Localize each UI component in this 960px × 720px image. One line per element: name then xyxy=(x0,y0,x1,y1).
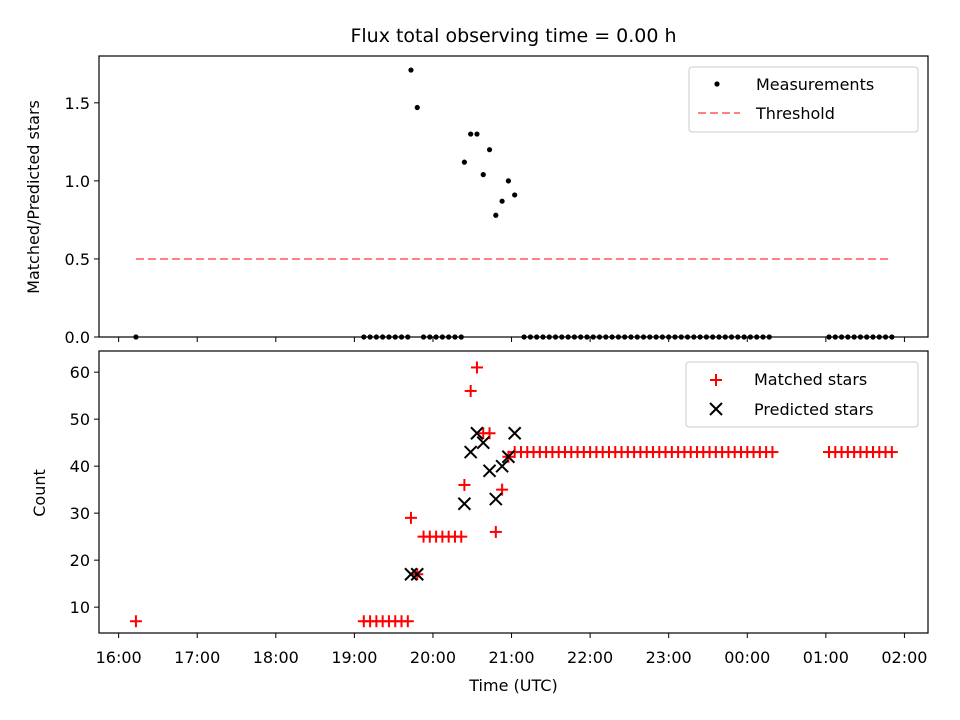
top-y-tick-label: 0.0 xyxy=(65,328,90,347)
top-y-tick-label: 0.5 xyxy=(65,250,90,269)
bottom-axes: 10 20 30 40 50 60 16:00 17:00 18:00 19:00 20:00 21:… xyxy=(70,350,929,667)
matched-star-point xyxy=(470,361,483,374)
top-axes: 0.0 0.5 1.0 1.5 xyxy=(65,55,929,347)
bottom-y-tick-label: 60 xyxy=(70,363,90,382)
measurement-point xyxy=(512,192,518,198)
predicted-star-point xyxy=(495,459,509,473)
bottom-legend-box xyxy=(685,361,919,428)
bottom-y-tick-label: 40 xyxy=(70,457,90,476)
x-tick-label: 16:00 xyxy=(96,648,142,667)
x-tick-label: 01:00 xyxy=(803,648,849,667)
top-axes-frame xyxy=(98,55,929,338)
x-tick-label: 23:00 xyxy=(646,648,692,667)
measurement-point xyxy=(468,131,474,137)
predicted-star-point xyxy=(476,435,490,450)
measurement-point xyxy=(408,67,414,73)
matched-star-point xyxy=(129,615,142,628)
x-axis-label: Time (UTC) xyxy=(468,676,557,695)
predicted-star-point xyxy=(410,567,424,581)
x-tick-label: 17:00 xyxy=(174,648,220,667)
bottom-y-axis-label: Count xyxy=(30,469,49,517)
measurement-point xyxy=(493,212,499,218)
x-tick-label: 00:00 xyxy=(724,648,770,667)
matched-star-point xyxy=(458,478,471,491)
bottom-y-tick-label: 20 xyxy=(70,551,90,570)
predicted-star-point xyxy=(404,567,418,581)
top-subplot: Flux total observing time = 0.00 h 0.00.… xyxy=(24,25,929,347)
measurement-point xyxy=(414,104,420,111)
bottom-y-tick-label: 50 xyxy=(70,410,90,429)
bottom-y-tick-label: 10 xyxy=(70,598,90,617)
chart-title: Flux total observing time = 0.00 h xyxy=(350,25,676,47)
matched-star-point xyxy=(404,511,417,524)
predicted-star-point xyxy=(470,426,484,440)
bottom-y-tick-label: 30 xyxy=(70,504,90,523)
top-y-axis-label: Matched/Predicted stars xyxy=(24,100,43,294)
measurement-point xyxy=(474,131,480,137)
legend-matched-label: Matched stars xyxy=(754,370,867,389)
predicted-star-point xyxy=(482,464,497,478)
measurement-point xyxy=(486,147,493,153)
bottom-plot-area xyxy=(129,361,898,628)
x-tick-label: 02:00 xyxy=(881,648,927,667)
top-y-tick-label: 1.0 xyxy=(65,172,90,191)
x-tick-label: 22:00 xyxy=(567,648,613,667)
predicted-star-point xyxy=(489,492,503,506)
legend-matched-marker xyxy=(710,374,722,386)
measurement-point xyxy=(461,159,467,165)
matched-star-point xyxy=(401,615,414,628)
x-tick-label: 20:00 xyxy=(410,648,456,667)
predicted-star-point xyxy=(457,497,472,511)
measurement-point xyxy=(499,198,505,204)
bottom-subplot: 10 20 30 40 50 60 16:00 17:00 18:00 19:00 20:00 21:… xyxy=(30,350,929,695)
x-tick-label: 19:00 xyxy=(331,648,377,667)
legend-predicted-marker xyxy=(709,402,723,416)
bottom-legend: Matched stars Predicted stars xyxy=(685,361,919,428)
matched-star-point xyxy=(464,384,477,397)
legend-measurements-label: Measurements xyxy=(756,75,874,94)
top-legend-box xyxy=(688,66,919,133)
legend-predicted-label: Predicted stars xyxy=(754,400,874,419)
legend-measurements-marker xyxy=(714,81,720,87)
bottom-axes-frame xyxy=(98,350,929,634)
legend-threshold-label: Threshold xyxy=(755,104,835,123)
matched-star-point xyxy=(489,525,502,538)
matched-star-point xyxy=(766,446,779,459)
measurement-point xyxy=(480,172,486,178)
x-tick-label: 21:00 xyxy=(488,648,534,667)
matched-star-point xyxy=(455,530,468,543)
top-legend: Measurements Threshold xyxy=(688,66,919,133)
predicted-star-point xyxy=(501,450,516,464)
measurement-point xyxy=(505,178,511,184)
x-tick-label: 18:00 xyxy=(253,648,299,667)
predicted-star-point xyxy=(463,445,478,459)
matched-star-point xyxy=(885,446,898,459)
top-y-tick-label: 1.5 xyxy=(65,94,90,113)
predicted-star-point xyxy=(507,426,522,440)
